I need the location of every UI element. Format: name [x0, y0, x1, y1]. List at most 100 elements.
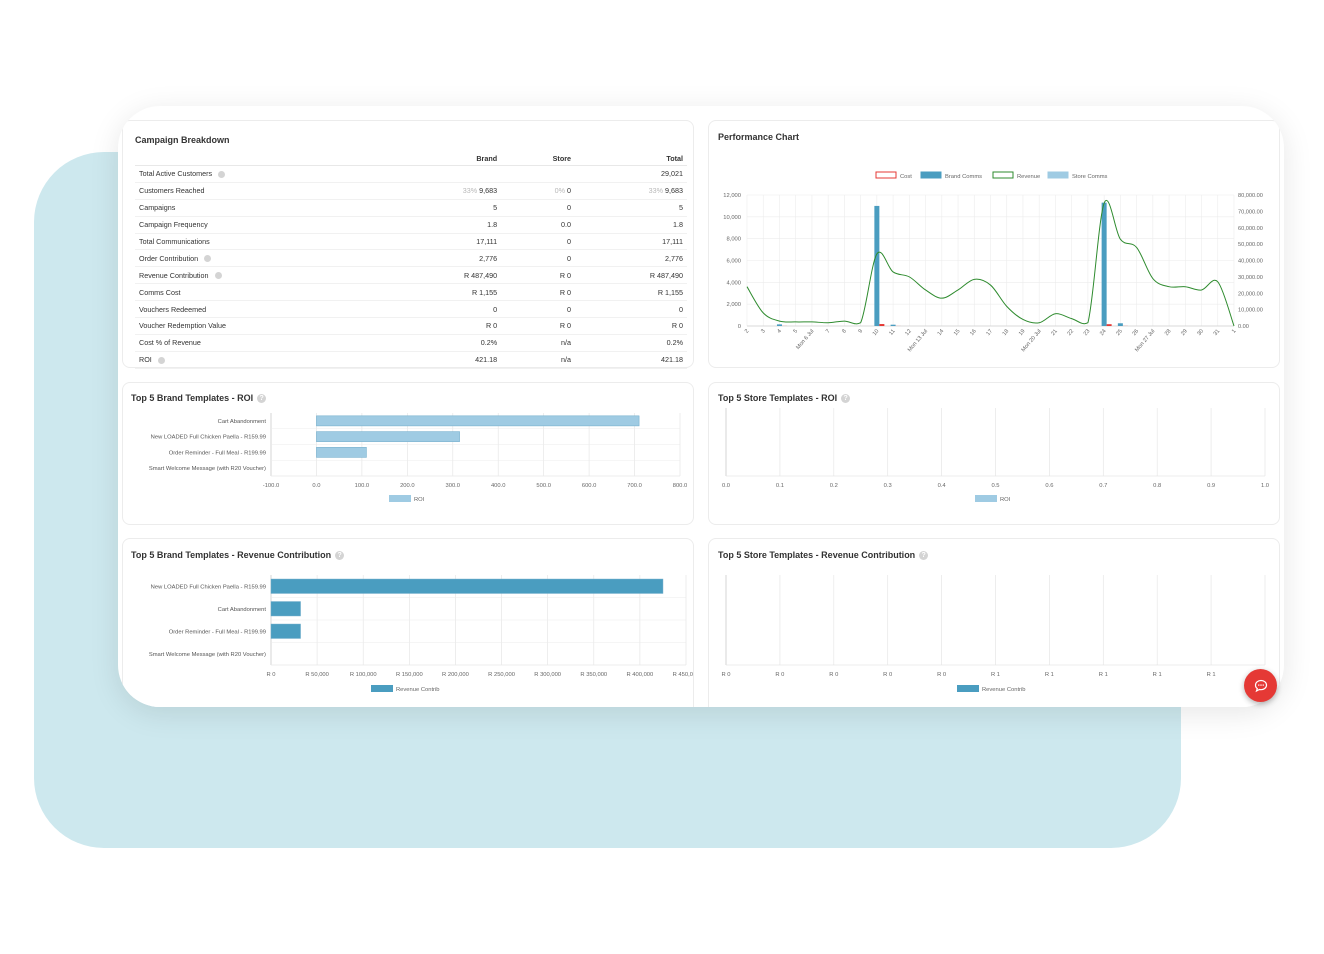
y-right-tick-label: 50,000.00 [1238, 242, 1263, 248]
brand-roi-title: Top 5 Brand Templates - ROI ? [131, 393, 267, 403]
x-tick-label: 11 [888, 328, 896, 336]
x-tick-label: 9 [858, 328, 865, 334]
row-label-text: Total Communications [139, 237, 210, 246]
row-label: Campaigns [135, 199, 344, 217]
table-row: Voucher Redemption Value R 0 R 0 R 0 [135, 317, 687, 335]
row-label-text: Order Contribution [139, 253, 199, 263]
cell-store: 0 [501, 300, 576, 319]
cell-brand: 1.8 [343, 216, 502, 234]
x-tick-label: 15 [953, 328, 962, 337]
cell-brand: 421.18 [343, 351, 502, 369]
value-total: 17,111 [662, 237, 683, 246]
bar-brand-comms [776, 324, 782, 326]
x-tick-label: 24 [1099, 328, 1108, 337]
question-circle-icon[interactable] [218, 171, 226, 179]
row-label-text: ROI [139, 355, 152, 365]
x-tick-label: R 450,000 [673, 672, 693, 678]
cell-total: 421.18 [575, 351, 687, 369]
chat-button[interactable] [1244, 669, 1277, 702]
question-circle-icon[interactable] [204, 255, 212, 263]
cell-brand: R 1,155 [343, 283, 502, 302]
y-left-tick-label: 10,000 [723, 215, 741, 221]
legend-label: ROI [414, 497, 425, 503]
x-tick-label: 22 [1067, 328, 1076, 337]
x-tick-label: 19 [1018, 328, 1027, 337]
brand-revenue-chart: R 0 R 50,000 R 100,000 R 150,000 R 200,000 R … [149, 575, 693, 693]
bar-brand-comms [1117, 323, 1123, 326]
cell-brand: 0.2% [343, 334, 502, 352]
campaign-breakdown-panel: Campaign Breakdown Brand Store Total Tot… [122, 120, 694, 369]
cell-store: 0.0 [501, 216, 576, 234]
value-store: 0 [567, 253, 572, 263]
question-circle-icon[interactable] [214, 272, 222, 280]
question-circle-icon[interactable]: ? [335, 550, 345, 560]
x-tick-label: R 250,000 [488, 672, 515, 678]
x-tick-label: R 1 [1045, 672, 1054, 678]
x-tick-label: 17 [985, 328, 994, 337]
percent-label: 33% [462, 186, 478, 196]
x-tick-label: 0.8 [1153, 483, 1161, 489]
x-tick-label: 100.0 [355, 483, 370, 489]
row-label-text: Total Active Customers [139, 169, 213, 179]
row-label-text: Comms Cost [139, 287, 181, 297]
x-tick-label: R 0 [775, 672, 784, 678]
y-left-tick-label: 4,000 [726, 280, 741, 286]
table-row: Campaign Frequency 1.8 0.0 1.8 [135, 216, 687, 234]
store-revenue-chart: R 0R 0R 0R 0R 0R 1R 1R 1R 1R 1R 1Revenue… [721, 575, 1270, 693]
value-store: 0 [567, 186, 572, 196]
cell-total: 5 [575, 199, 687, 217]
table-row: Total Active Customers 29,021 [135, 165, 687, 183]
value-brand: 0 [493, 304, 498, 314]
x-tick-label: R 1 [1153, 672, 1162, 678]
category-label: New LOADED Full Chicken Paella - R159.99 [151, 435, 266, 441]
campaign-breakdown-title: Campaign Breakdown [135, 135, 230, 145]
value-brand: 2,776 [479, 253, 498, 263]
category-label: Order Reminder - Full Meal - R199.99 [169, 450, 266, 456]
x-tick-label: 0.0 [722, 483, 730, 489]
cell-total: 33% 9,683 [575, 182, 687, 200]
x-tick-label: 0.1 [776, 483, 784, 489]
x-tick-label: 0.5 [991, 483, 999, 489]
x-tick-label: 12 [904, 328, 913, 337]
cell-store: R 0 [501, 317, 576, 335]
campaign-breakdown-table: Brand Store Total Total Active Customers… [135, 151, 687, 369]
table-row: Revenue Contribution R 487,490 R 0 R 487,49… [135, 266, 687, 285]
y-left-tick-label: 2,000 [726, 302, 741, 308]
value-total: 1.8 [673, 220, 683, 230]
x-tick-label: 29 [1180, 328, 1189, 337]
bar-brand-comms [874, 205, 880, 326]
table-header-row: Brand Store Total [135, 151, 687, 166]
x-tick-label: 600.0 [582, 483, 597, 489]
x-tick-label: 14 [937, 328, 946, 337]
x-tick-label: 500.0 [536, 483, 551, 489]
question-circle-icon[interactable]: ? [841, 393, 851, 403]
question-circle-icon[interactable] [157, 356, 165, 364]
x-tick-label: 5 [793, 328, 800, 334]
dashboard-card: Campaign Breakdown Brand Store Total Tot… [118, 106, 1284, 707]
store-roi-panel: Top 5 Store Templates - ROI ? 0.0 0.1 0.2 0… [708, 382, 1280, 525]
x-tick-label: R 0 [721, 672, 730, 678]
cell-store: R 0 [501, 283, 576, 302]
legend-swatch [371, 685, 393, 692]
x-tick-label: 1 [1231, 328, 1238, 334]
row-label-text: Cost % of Revenue [139, 338, 201, 348]
x-tick-label: 1.0 [1261, 483, 1269, 489]
question-circle-icon[interactable]: ? [919, 550, 929, 560]
cell-total: 1.8 [575, 216, 687, 234]
cell-total: R 0 [575, 317, 687, 335]
y-right-tick-label: 80,000.00 [1238, 193, 1263, 199]
x-tick-label: 300.0 [446, 483, 461, 489]
category-label: Smart Welcome Message (with R20 Voucher) [149, 652, 266, 658]
y-left-tick-label: 6,000 [726, 259, 741, 265]
store-roi-chart: 0.0 0.1 0.2 0.3 0.4 0.5 0.6 0.7 0.8 0.9 1.0 ROI [722, 408, 1269, 503]
y-right-tick-label: 30,000.00 [1238, 275, 1263, 281]
value-store: R 0 [559, 321, 572, 331]
cell-brand: 0 [343, 300, 502, 319]
brand-roi-chart: -100.0 0.0 100.0 200.0 300.0 400.0 500.0 600.0 7… [149, 413, 687, 503]
row-label: Voucher Redemption Value [135, 317, 344, 335]
table-row: Customers Reached 33% 9,683 0% 0 33% 9,683 [135, 182, 687, 200]
y-right-tick-label: 20,000.00 [1238, 291, 1263, 297]
percent-label: 0% [554, 186, 566, 196]
question-circle-icon[interactable]: ? [257, 393, 267, 403]
x-tick-label: 200.0 [400, 483, 415, 489]
